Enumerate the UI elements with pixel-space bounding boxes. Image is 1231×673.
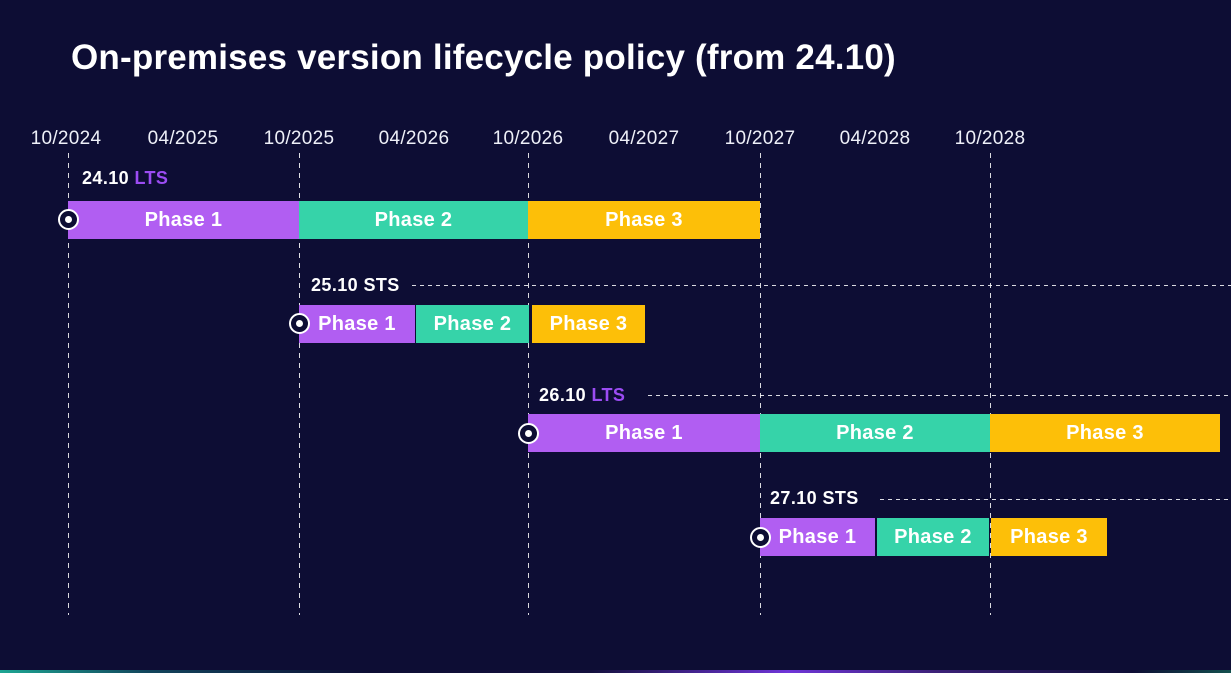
release-start-marker	[289, 313, 310, 334]
axis-tick-label: 04/2027	[608, 128, 680, 149]
release-row-label: 26.10 LTS	[539, 385, 625, 406]
phase-bar: Phase 3	[528, 201, 760, 239]
phase-bar: Phase 3	[532, 305, 645, 343]
release-version: 26.10	[539, 385, 587, 405]
release-version: 24.10	[82, 168, 130, 188]
bottom-accent-bar	[0, 670, 1231, 673]
release-channel: STS	[822, 488, 859, 508]
marker-dot	[525, 430, 532, 437]
release-channel: LTS	[134, 168, 169, 188]
marker-dot	[757, 534, 764, 541]
marker-dot	[65, 216, 72, 223]
release-row-label: 27.10 STS	[770, 488, 859, 509]
axis-tick-label: 04/2028	[839, 128, 911, 149]
axis-tick-label: 10/2028	[954, 128, 1026, 149]
release-row-label: 25.10 STS	[311, 275, 400, 296]
release-start-marker	[750, 527, 771, 548]
release-version: 27.10	[770, 488, 818, 508]
timeline-gridline	[760, 153, 761, 615]
phase-bar: Phase 1	[68, 201, 299, 239]
phase-bar: Phase 2	[760, 414, 990, 452]
row-extent-dashline	[880, 499, 1231, 500]
release-version: 25.10	[311, 275, 359, 295]
phase-bar: Phase 2	[416, 305, 529, 343]
phase-bar: Phase 1	[299, 305, 415, 343]
phase-bar: Phase 2	[299, 201, 528, 239]
axis-tick-label: 10/2025	[263, 128, 335, 149]
page-title: On-premises version lifecycle policy (fr…	[71, 38, 896, 77]
release-channel: LTS	[591, 385, 626, 405]
row-extent-dashline	[648, 395, 1231, 396]
timeline-gridline	[990, 153, 991, 615]
timeline-gridline	[68, 153, 69, 615]
axis-tick-label: 10/2026	[492, 128, 564, 149]
row-extent-dashline	[412, 285, 1231, 286]
phase-bar: Phase 3	[990, 414, 1220, 452]
axis-tick-label: 04/2026	[378, 128, 450, 149]
release-start-marker	[58, 209, 79, 230]
phase-bar: Phase 3	[991, 518, 1107, 556]
phase-bar: Phase 1	[760, 518, 875, 556]
timeline-gridline	[299, 153, 300, 615]
axis-tick-label: 04/2025	[147, 128, 219, 149]
axis-tick-label: 10/2024	[30, 128, 102, 149]
release-channel: STS	[363, 275, 400, 295]
marker-dot	[296, 320, 303, 327]
axis-tick-label: 10/2027	[724, 128, 796, 149]
release-start-marker	[518, 423, 539, 444]
phase-bar: Phase 2	[877, 518, 989, 556]
phase-bar: Phase 1	[528, 414, 760, 452]
timeline-gridline	[528, 153, 529, 615]
release-row-label: 24.10 LTS	[82, 168, 168, 189]
